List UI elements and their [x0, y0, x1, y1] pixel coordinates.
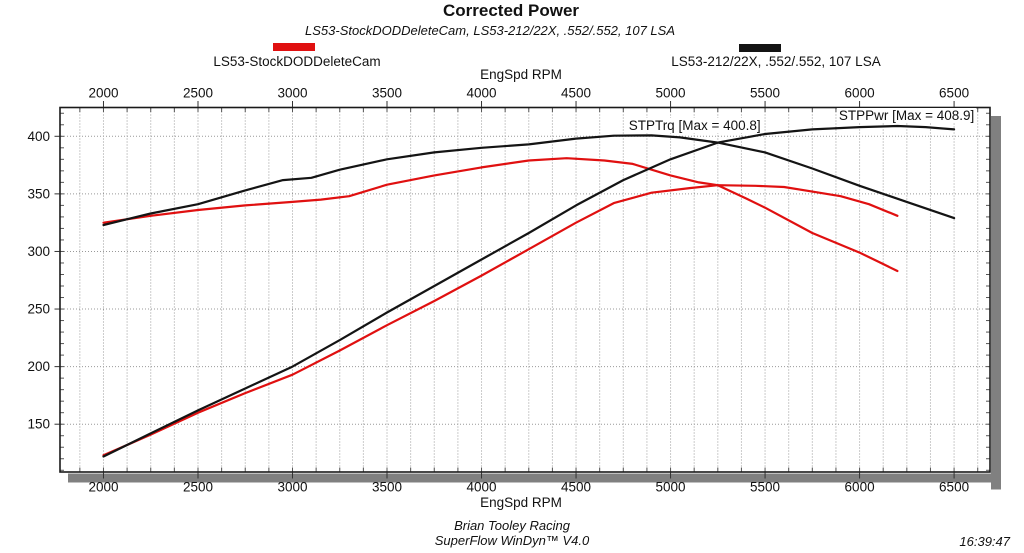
software-name: SuperFlow WinDyn™ V4.0 [434, 533, 590, 548]
stptrq-max-annotation: STPTrq [Max = 400.8] [626, 118, 763, 134]
legend-swatch-red [273, 43, 315, 51]
plot-shadow-bottom [68, 473, 1001, 483]
x-tick-label-top: 6000 [845, 86, 875, 101]
series-curve-2 [102, 134, 956, 227]
page-title: Corrected Power [442, 1, 580, 20]
timestamp: 16:39:47 [959, 534, 1010, 549]
x-axis-label-bottom: EngSpd RPM [480, 495, 562, 510]
y-tick-label: 350 [27, 186, 50, 201]
x-tick-label-top: 3000 [277, 86, 307, 101]
x-tick-label-bottom: 6000 [845, 480, 875, 495]
x-tick-label-top: 2000 [88, 86, 118, 101]
plot-frame [59, 106, 991, 473]
x-axis-label-top: EngSpd RPM [480, 67, 562, 82]
x-tick-label-top: 5500 [750, 86, 780, 101]
x-tick-label-top: 3500 [372, 86, 402, 101]
legend-swatch-black [739, 44, 781, 52]
y-tick-label: 250 [27, 302, 50, 317]
x-tick-label-bottom: 4000 [467, 480, 497, 495]
x-tick-label-top: 6500 [939, 86, 969, 101]
series-curve-1 [102, 184, 899, 457]
plot-background [60, 107, 990, 472]
stppwr-max-annotation: STPPwr [Max = 408.9] [836, 107, 977, 123]
x-tick-label-bottom: 4500 [561, 480, 591, 495]
series-curve-0 [102, 157, 899, 273]
x-tick-label-bottom: 2500 [183, 480, 213, 495]
y-tick-label: 400 [27, 129, 50, 144]
x-tick-label-bottom: 3000 [277, 480, 307, 495]
y-tick-label: 200 [27, 359, 50, 374]
x-tick-label-bottom: 6500 [939, 480, 969, 495]
x-tick-label-bottom: 2000 [88, 480, 118, 495]
x-tick-label-top: 4000 [467, 86, 497, 101]
x-tick-label-bottom: 5000 [656, 480, 686, 495]
series-curve-3 [102, 124, 956, 458]
y-tick-label: 150 [27, 417, 50, 432]
x-tick-label-top: 4500 [561, 86, 591, 101]
dyno-shop-name: Brian Tooley Racing [454, 518, 570, 533]
chart-subtitle: LS53-StockDODDeleteCam, LS53-212/22X, .5… [305, 23, 675, 38]
x-tick-label-top: 2500 [183, 86, 213, 101]
x-tick-label-top: 5000 [656, 86, 686, 101]
x-tick-label-bottom: 5500 [750, 480, 780, 495]
plot-shadow-right [991, 116, 1001, 490]
legend-label-212-cam: LS53-212/22X, .552/.552, 107 LSA [671, 54, 881, 69]
y-tick-label: 300 [27, 244, 50, 259]
legend-label-stock-cam: LS53-StockDODDeleteCam [213, 54, 381, 69]
x-tick-label-bottom: 3500 [372, 480, 402, 495]
